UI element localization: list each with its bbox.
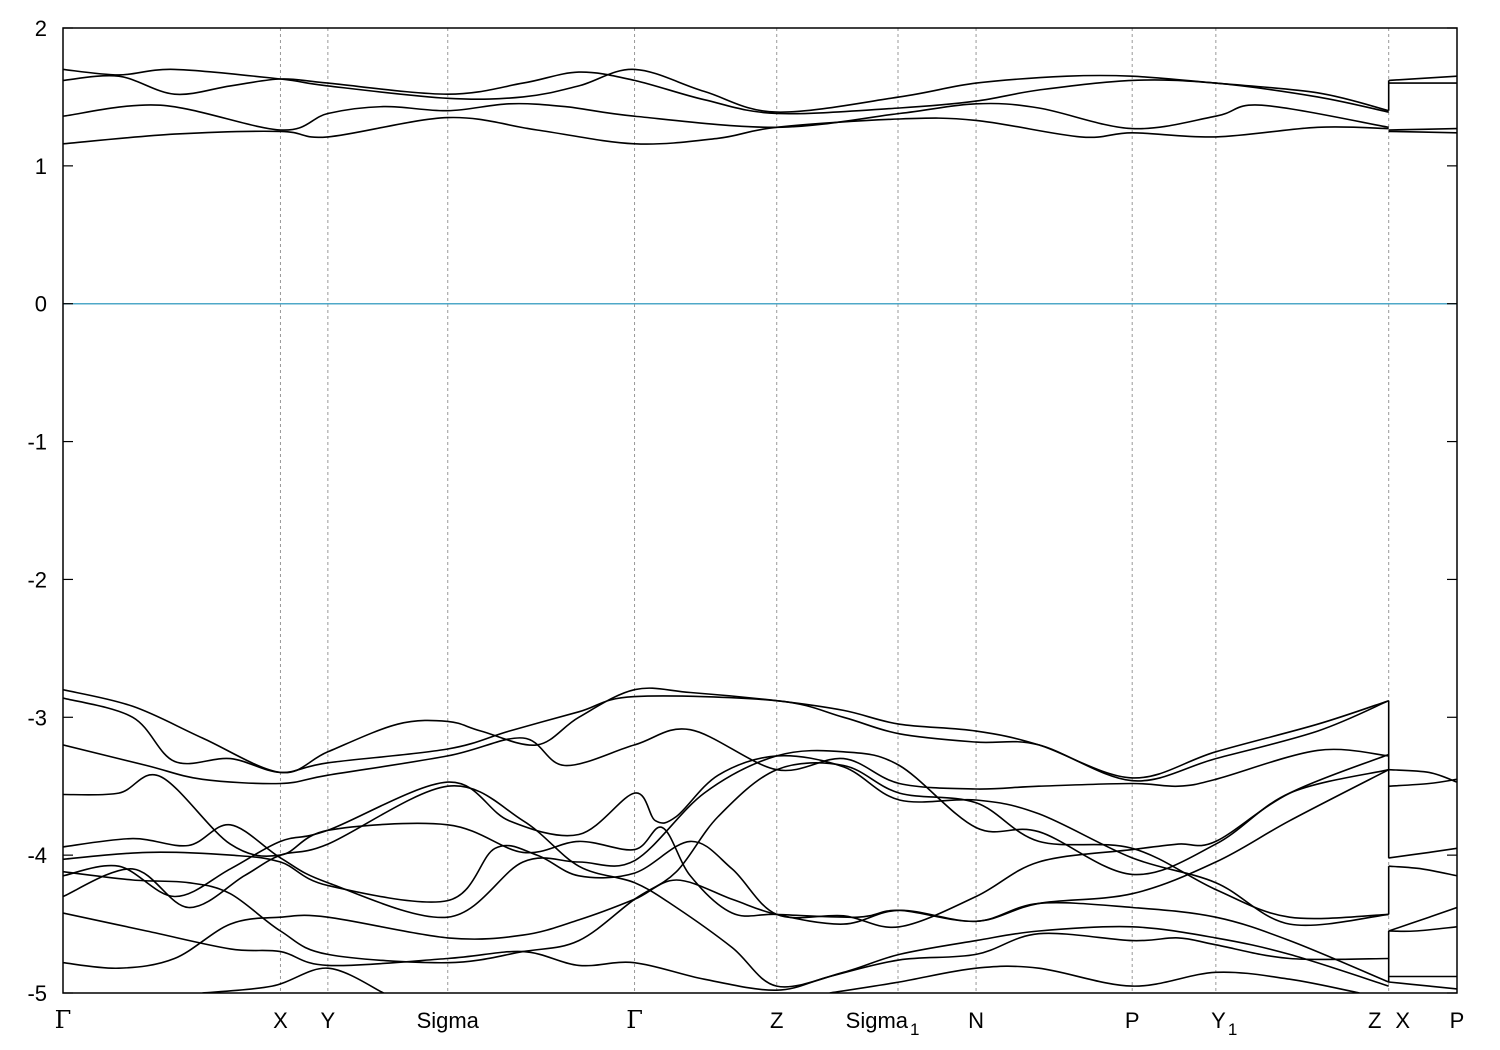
band-lines [63, 68, 1457, 993]
y-tick-label: 0 [35, 292, 47, 317]
band-line [63, 68, 1389, 113]
x-tick-label-subscript: 1 [910, 1020, 919, 1039]
band-line [1388, 768, 1457, 783]
band-line [63, 785, 1389, 988]
band-line [63, 879, 1390, 983]
y-tick-label: -4 [27, 843, 47, 868]
band-line [1388, 906, 1457, 932]
kpoint-gridlines [279, 28, 1390, 993]
y-tick-labels: -5 -4 -3 -2 -1 0 1 2 [27, 16, 47, 1006]
axis-ticks [63, 27, 1457, 994]
x-tick-label: Sigma [846, 1008, 909, 1033]
x-tick-label: N [968, 1008, 984, 1033]
band-line [63, 768, 1390, 923]
band-line [63, 749, 1389, 919]
y-tick-label: -5 [27, 981, 47, 1006]
band-line [63, 728, 1389, 790]
band-line [1388, 75, 1457, 82]
plot-frame [62, 27, 1458, 994]
band-line [202, 967, 384, 993]
band-line [63, 762, 1389, 964]
x-tick-label: Sigma [417, 1008, 480, 1033]
y-tick-label: 1 [35, 154, 47, 179]
x-tick-labels: Γ X Y Sigma Γ Z Sigma 1 N P Y 1 Z X P [55, 1006, 1465, 1039]
band-line [829, 965, 1360, 993]
x-tick-label: Z [770, 1008, 783, 1033]
x-tick-label-subscript: 1 [1228, 1020, 1237, 1039]
band-line [1388, 127, 1457, 131]
x-tick-label: P [1125, 1008, 1140, 1033]
band-line [1388, 981, 1457, 990]
band-line [1388, 130, 1457, 134]
y-tick-label: -2 [27, 567, 47, 592]
band-line [1388, 865, 1457, 877]
band-line [63, 102, 1389, 131]
band-line [63, 116, 1389, 145]
x-tick-label: Z [1368, 1008, 1381, 1033]
y-tick-label: -1 [27, 430, 47, 455]
band-line [63, 754, 1389, 927]
band-line [63, 695, 1390, 782]
band-line [63, 753, 1389, 929]
x-tick-label: Γ [55, 1006, 72, 1034]
x-tick-label: Y [321, 1008, 336, 1033]
band-line [63, 912, 1389, 992]
x-tick-label: X [273, 1008, 288, 1033]
y-tick-label: 2 [35, 16, 47, 41]
y-tick-label: -3 [27, 705, 47, 730]
x-tick-label: Y [1211, 1008, 1226, 1033]
x-tick-label: X [1395, 1008, 1410, 1033]
band-line [1388, 926, 1457, 933]
x-tick-label: Γ [626, 1006, 643, 1034]
band-line [1388, 847, 1457, 859]
x-tick-label: P [1450, 1008, 1465, 1033]
band-line [63, 71, 1389, 115]
